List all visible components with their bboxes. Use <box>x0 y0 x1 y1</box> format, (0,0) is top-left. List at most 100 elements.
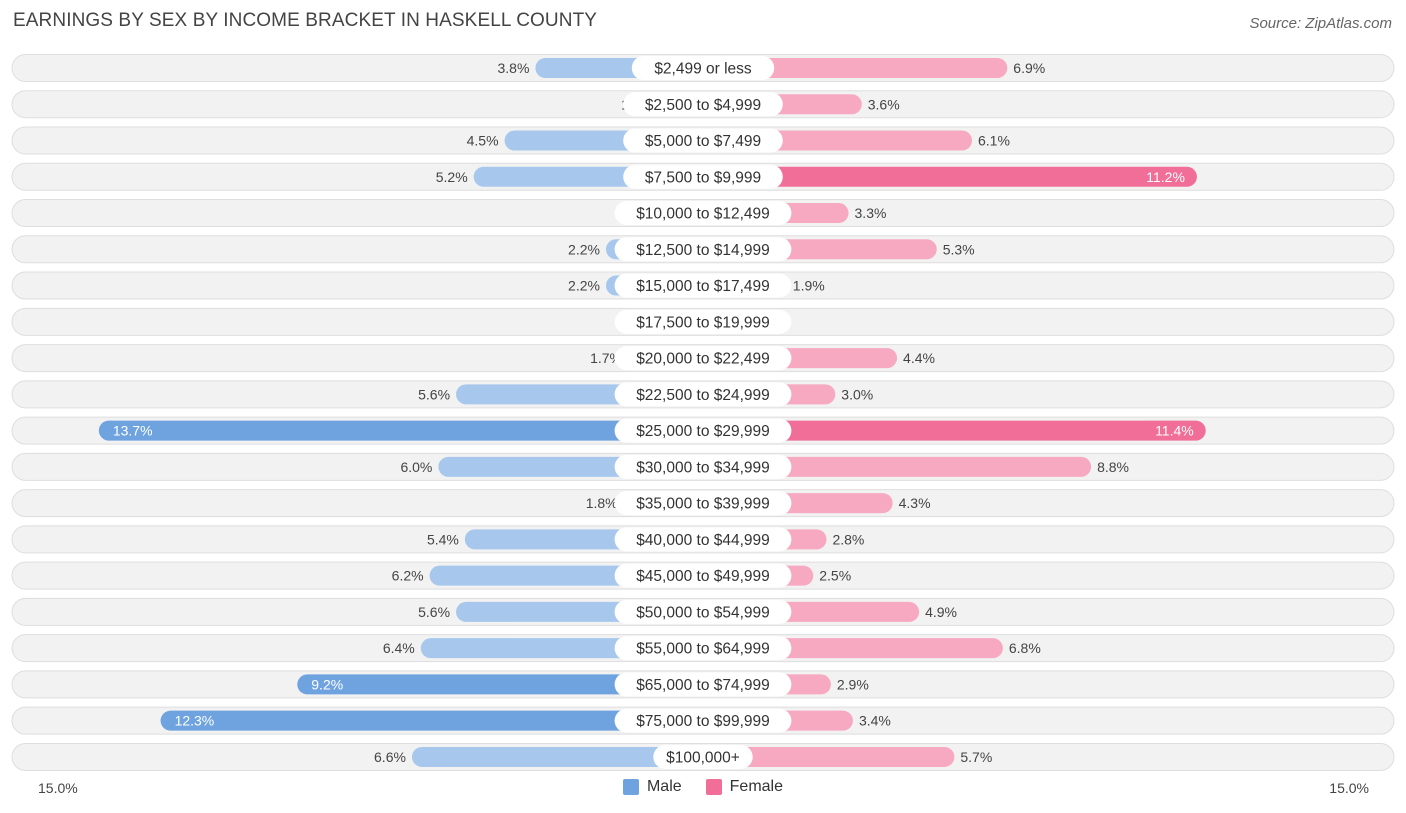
bracket-row: 0.2%3.3%$10,000 to $12,499 <box>11 199 1395 228</box>
female-value-label: 2.5% <box>819 568 851 584</box>
category-label: $2,500 to $4,999 <box>645 97 761 114</box>
female-value-label: 4.4% <box>903 350 935 366</box>
bracket-row: 1.8% 4.3% $35,000 to $39,999 <box>11 489 1395 518</box>
category-pill <box>614 201 792 226</box>
male-value-label: 5.2% <box>436 169 468 185</box>
male-bar[interactable] <box>160 710 713 731</box>
axis-left-label: 15.0% <box>38 780 78 796</box>
bracket-row: 5.2% 11.2% $7,500 to $9,999 <box>11 162 1395 191</box>
bracket-row: 3.8% 6.9% $2,499 or less <box>11 54 1395 82</box>
category-pill <box>614 636 792 661</box>
male-value-label: 6.2% <box>392 568 424 584</box>
legend-swatch-male <box>622 779 639 795</box>
category-label: $45,000 to $49,999 <box>636 568 770 585</box>
female-value-label: 4.9% <box>925 604 957 620</box>
female-value-label: 1.9% <box>793 278 825 294</box>
female-value-label: 5.3% <box>943 241 975 257</box>
category-label: $20,000 to $22,499 <box>636 351 770 368</box>
bracket-row: 12.3% 3.4% $75,000 to $99,999 <box>11 706 1395 735</box>
category-pill <box>614 599 792 624</box>
bracket-row: 5.6% 3.0% $22,500 to $24,999 <box>11 380 1395 409</box>
male-value-label: 3.8% <box>497 60 529 76</box>
female-value-label: 3.6% <box>868 96 900 112</box>
legend-swatch-female <box>705 779 722 795</box>
bracket-row: 6.2% 2.5% $45,000 to $49,999 <box>11 561 1395 590</box>
female-value-label: 3.3% <box>855 205 887 221</box>
bracket-row: 6.4% 6.8% $55,000 to $64,999 <box>11 634 1395 663</box>
bracket-row: 4.5% 6.1% $5,000 to $7,499 <box>11 126 1395 155</box>
male-value-label: 6.4% <box>383 640 415 656</box>
female-value-label: 4.3% <box>899 495 931 511</box>
category-label: $55,000 to $64,999 <box>636 641 770 658</box>
bracket-row: 6.6% 5.7% $100,000+ <box>11 742 1395 771</box>
bracket-row: 2.2% 5.3% $12,500 to $14,999 <box>11 235 1395 264</box>
female-value-label: 5.7% <box>960 749 992 765</box>
category-label: $100,000+ <box>666 749 740 766</box>
male-value-label: 9.2% <box>311 676 343 692</box>
category-pill <box>614 309 792 334</box>
bracket-row: 2.2% 1.9% $15,000 to $17,499 <box>11 271 1395 300</box>
category-pill <box>614 346 792 371</box>
female-value-label: 2.8% <box>832 531 864 547</box>
category-label: $15,000 to $17,499 <box>636 278 770 295</box>
category-pill <box>623 92 783 117</box>
category-label: $50,000 to $54,999 <box>636 604 770 621</box>
male-value-label: 2.2% <box>568 241 600 257</box>
bracket-row: 1.0%3.6%$2,500 to $4,999 <box>11 90 1395 119</box>
female-value-label: 2.9% <box>837 676 869 692</box>
female-bar[interactable] <box>693 746 955 767</box>
category-label: $30,000 to $34,999 <box>636 459 770 476</box>
category-label: $12,500 to $14,999 <box>636 242 770 259</box>
bracket-row: 9.2% 2.9% $65,000 to $74,999 <box>11 670 1395 699</box>
category-pill <box>614 563 792 588</box>
bracket-row: 0.54%1.1%$17,500 to $19,999 <box>11 307 1395 336</box>
legend: Male Female <box>0 778 1406 796</box>
category-label: $5,000 to $7,499 <box>645 133 761 150</box>
bracket-row: 5.4% 2.8% $40,000 to $44,999 <box>11 525 1395 554</box>
category-label: $40,000 to $44,999 <box>636 532 770 549</box>
legend-label-female: Female <box>729 778 784 795</box>
male-value-label: 5.4% <box>427 531 459 547</box>
male-value-label: 1.7% <box>590 350 622 366</box>
category-pill <box>653 744 753 769</box>
male-value-label: 5.6% <box>418 604 450 620</box>
category-pill <box>614 237 792 262</box>
male-bar[interactable] <box>411 746 713 767</box>
chart-title: EARNINGS BY SEX BY INCOME BRACKET IN HAS… <box>13 10 598 31</box>
category-pill <box>623 128 783 153</box>
category-pill <box>614 382 792 407</box>
male-value-label: 13.7% <box>113 423 153 439</box>
female-value-label: 3.4% <box>859 713 891 729</box>
male-value-label: 1.8% <box>586 495 618 511</box>
category-pill <box>614 454 792 479</box>
source-note: Source: ZipAtlas.com <box>1249 15 1392 32</box>
bracket-row: 6.0% 8.8% $30,000 to $34,999 <box>11 452 1395 481</box>
male-bar[interactable] <box>297 674 713 695</box>
category-label: $25,000 to $29,999 <box>636 423 770 440</box>
category-label: $22,500 to $24,999 <box>636 387 770 404</box>
female-bar[interactable] <box>693 456 1092 477</box>
legend-item-male[interactable]: Male <box>622 778 682 796</box>
male-value-label: 6.6% <box>374 749 406 765</box>
category-pill <box>614 273 792 298</box>
female-bar[interactable] <box>693 420 1206 441</box>
male-value-label: 5.6% <box>418 386 450 402</box>
category-label: $75,000 to $99,999 <box>636 713 770 730</box>
female-value-label: 6.8% <box>1009 640 1041 656</box>
category-label: $2,499 or less <box>654 61 752 78</box>
category-pill <box>631 56 775 80</box>
category-pill <box>614 672 792 697</box>
legend-label-male: Male <box>646 778 682 795</box>
axis-right-label: 15.0% <box>1329 780 1369 796</box>
female-value-label: 6.9% <box>1013 60 1045 76</box>
category-pill <box>623 164 783 189</box>
legend-item-female[interactable]: Female <box>705 778 784 796</box>
female-value-label: 6.1% <box>978 133 1010 149</box>
category-label: $65,000 to $74,999 <box>636 677 770 694</box>
female-bar[interactable] <box>693 166 1197 187</box>
male-bar[interactable] <box>98 420 713 441</box>
bracket-row: 13.7% 11.4% $25,000 to $29,999 <box>11 416 1395 445</box>
category-pill <box>614 418 792 443</box>
male-value-label: 4.5% <box>467 133 499 149</box>
category-label: $35,000 to $39,999 <box>636 496 770 513</box>
